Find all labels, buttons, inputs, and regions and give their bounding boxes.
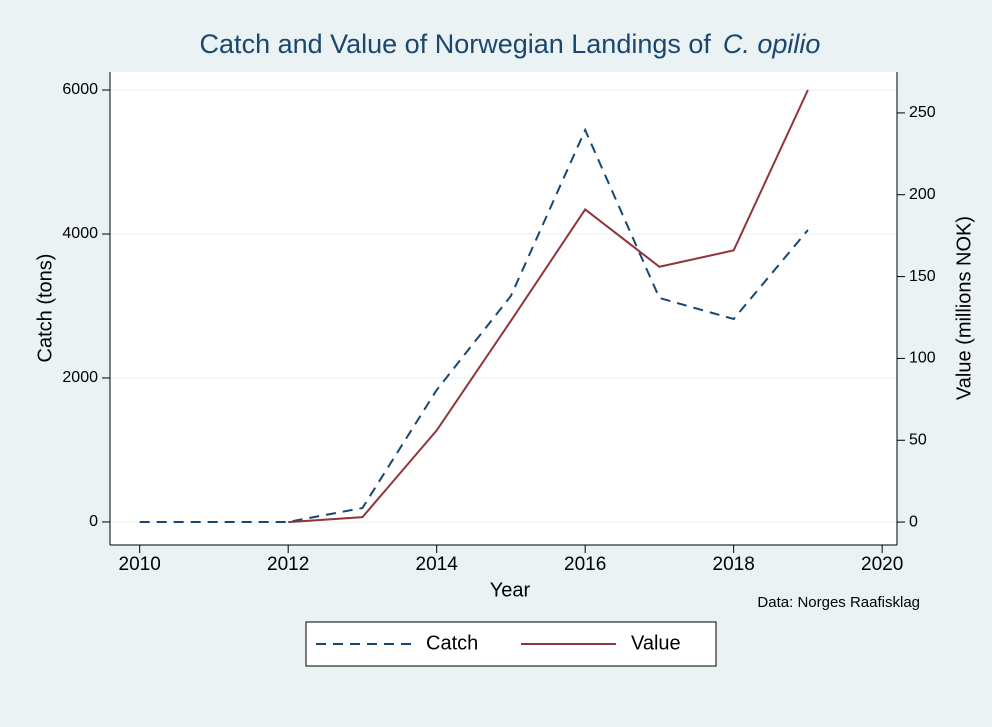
y2-tick-label: 0 — [909, 513, 918, 530]
y-tick-label: 0 — [89, 513, 98, 530]
source-note: Data: Norges Raafisklag — [757, 594, 920, 611]
x-tick-label: 2010 — [119, 554, 161, 575]
y2-tick-label: 150 — [909, 268, 936, 285]
y2-tick-label: 200 — [909, 186, 936, 203]
x-tick-label: 2012 — [267, 554, 309, 575]
legend-label: Catch — [426, 632, 478, 654]
x-axis-label: Year — [490, 579, 531, 601]
x-tick-label: 2014 — [416, 554, 459, 575]
series-line — [288, 89, 809, 524]
y2-axis-label: Value (millions NOK) — [953, 216, 975, 400]
y-tick-label: 4000 — [62, 225, 98, 242]
y2-tick-label: 100 — [909, 350, 936, 367]
y-tick-label: 2000 — [62, 369, 98, 386]
title-text: Catch and Value of Norwegian Landings of — [200, 29, 712, 59]
series-line — [139, 127, 809, 523]
y-axis-label: Catch (tons) — [34, 254, 56, 363]
legend-label: Value — [631, 632, 681, 654]
y-tick-label: 6000 — [62, 81, 98, 98]
x-tick-label: 2020 — [861, 554, 903, 575]
y2-tick-label: 50 — [909, 431, 927, 448]
chart-title: Catch and Value of Norwegian Landings of… — [200, 29, 821, 59]
plot-area — [110, 72, 897, 545]
x-tick-label: 2018 — [713, 554, 755, 575]
y2-tick-label: 250 — [909, 104, 936, 121]
x-tick-label: 2016 — [564, 554, 606, 575]
title-italic: C. opilio — [723, 29, 821, 59]
